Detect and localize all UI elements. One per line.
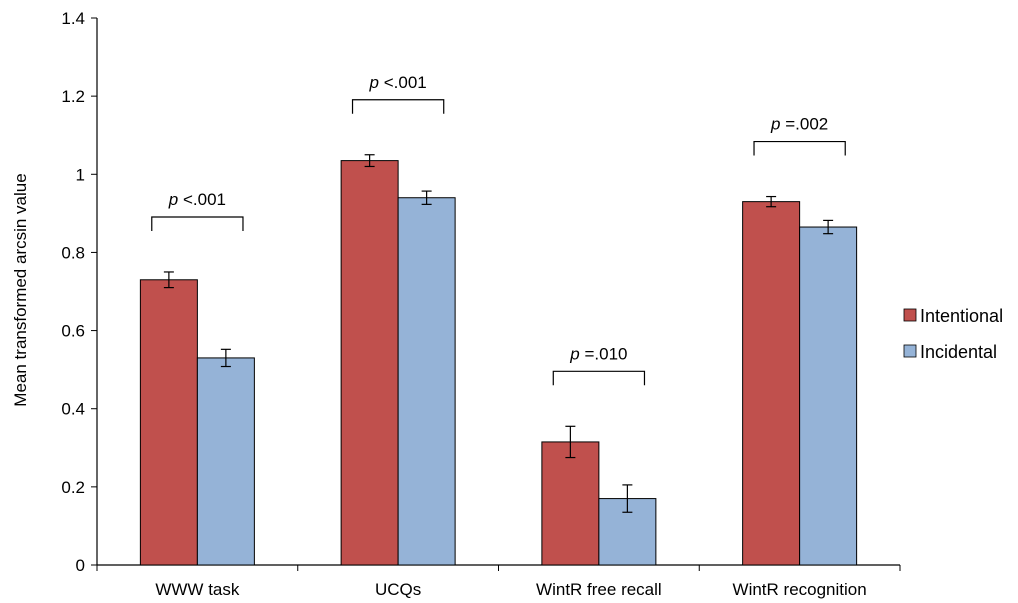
x-tick-label: WintR recognition	[733, 580, 867, 599]
significance-bracket	[753, 140, 846, 156]
p-symbol: p	[369, 73, 379, 92]
legend-label-intentional: Intentional	[920, 306, 1003, 326]
y-tick-label: 0.4	[61, 400, 85, 419]
significance-bracket	[351, 99, 445, 114]
y-tick-label: 0	[76, 556, 85, 575]
significance-label: p =.010	[569, 344, 627, 363]
bar-intentional	[340, 160, 399, 566]
bar-intentional	[541, 441, 600, 566]
legend-swatch-incidental	[903, 344, 917, 358]
legend-swatch-intentional	[903, 308, 917, 322]
x-tick-label: WWW task	[155, 580, 240, 599]
bar-intentional	[742, 201, 801, 566]
legend-label-incidental: Incidental	[920, 342, 997, 362]
bar-incidental	[196, 357, 255, 566]
plot-area: 0 0.2 0.4 0.6 0.8 1 1.2 1.4 WWW task p <.001 UCQs p…	[61, 9, 901, 599]
p-symbol: p	[569, 344, 579, 363]
p-symbol: p	[168, 190, 178, 209]
significance-label: p =.002	[770, 115, 828, 134]
significance-label: p <.001	[168, 190, 226, 209]
y-tick-label: 1.2	[61, 87, 85, 106]
y-tick-label: 0.6	[61, 322, 85, 341]
x-tick-label: WintR free recall	[536, 580, 662, 599]
legend: Intentional Incidental	[903, 306, 1003, 362]
y-tick-label: 1	[76, 165, 85, 184]
y-tick-label: 0.8	[61, 243, 85, 262]
significance-bracket	[552, 370, 646, 386]
p-value: =.010	[580, 344, 628, 363]
x-tick-label: UCQs	[375, 580, 421, 599]
p-symbol: p	[770, 115, 780, 134]
y-tick-label: 1.4	[61, 9, 85, 28]
bar-intentional	[139, 279, 198, 566]
p-value: <.001	[379, 73, 427, 92]
p-value: =.002	[780, 115, 828, 134]
significance-bracket	[151, 216, 244, 231]
y-tick-label: 0.2	[61, 478, 85, 497]
bar-incidental	[397, 197, 456, 566]
y-axis-label: Mean transformed arcsin value	[11, 173, 30, 406]
bar-incidental	[799, 226, 858, 566]
p-value: <.001	[178, 190, 226, 209]
significance-label: p <.001	[369, 73, 427, 92]
